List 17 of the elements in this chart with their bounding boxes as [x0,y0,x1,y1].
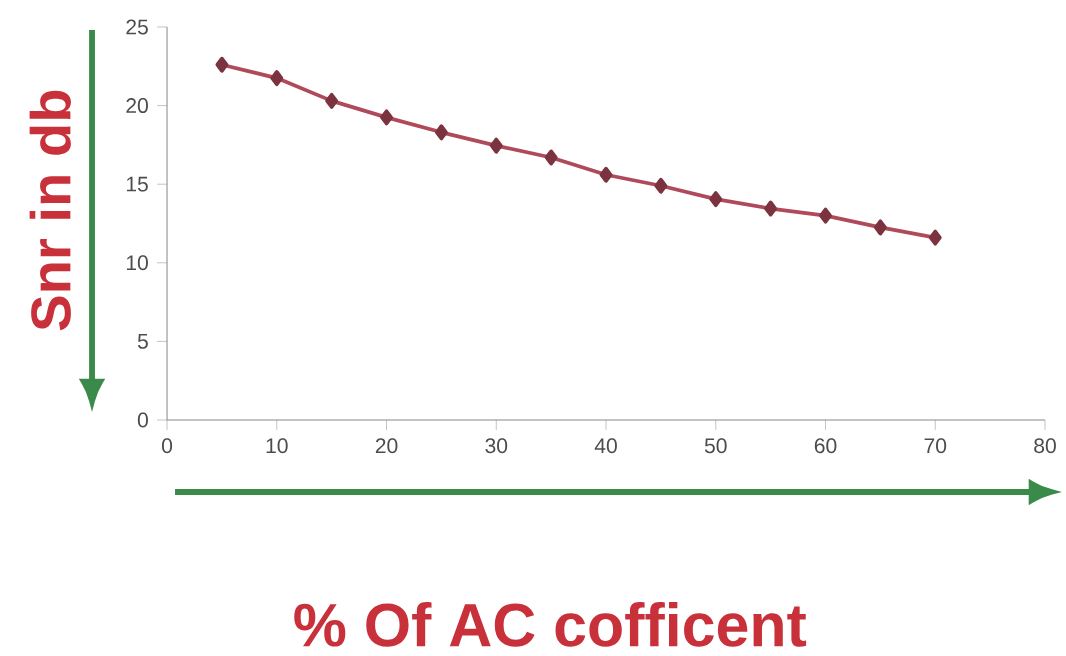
y-axis-title: Snr in db [29,90,71,331]
x-tick-label: 20 [375,438,398,454]
y-tick-label: 0 [137,412,148,428]
y-tick-label: 20 [126,98,148,114]
x-tick-label: 80 [1034,438,1056,454]
x-tick-label: 30 [485,438,508,454]
x-tick-label: 0 [161,438,173,454]
x-tick-label: 40 [594,438,617,454]
y-tick-label: 10 [126,255,148,271]
x-tick-label: 70 [924,438,947,454]
x-tick-label: 10 [266,438,288,454]
x-tick-label: 60 [814,438,837,454]
y-tick-label: 25 [126,19,148,35]
y-tick-label: 15 [126,176,148,192]
x-axis-title: % Of AC cofficent [294,602,807,647]
x-tick-label: 50 [704,438,727,454]
y-tick-label: 5 [137,334,148,349]
